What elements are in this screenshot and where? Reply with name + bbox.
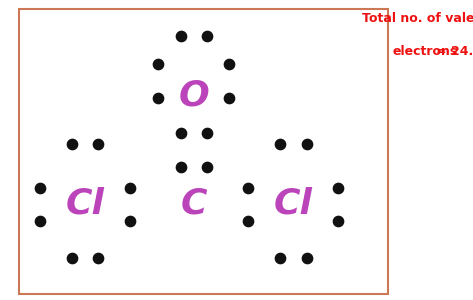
Point	[68, 256, 76, 260]
Text: = 24.: = 24.	[436, 45, 473, 58]
Point	[177, 34, 184, 38]
Point	[36, 218, 44, 223]
Text: O: O	[178, 79, 210, 113]
Point	[245, 218, 252, 223]
Point	[245, 185, 252, 190]
Point	[203, 34, 211, 38]
Point	[226, 95, 233, 100]
Point	[226, 62, 233, 67]
Point	[203, 131, 211, 136]
Point	[155, 62, 162, 67]
Point	[276, 256, 284, 260]
Point	[95, 142, 102, 146]
Text: Total no. of valence: Total no. of valence	[362, 12, 473, 25]
Point	[177, 131, 184, 136]
Point	[126, 218, 134, 223]
Point	[155, 95, 162, 100]
Point	[303, 256, 310, 260]
Text: electrons: electrons	[393, 45, 458, 58]
Point	[68, 142, 76, 146]
Point	[177, 164, 184, 169]
Point	[334, 218, 342, 223]
Point	[303, 142, 310, 146]
Point	[203, 164, 211, 169]
Point	[36, 185, 44, 190]
Text: C: C	[181, 187, 207, 221]
Point	[126, 185, 134, 190]
Text: Cl: Cl	[274, 187, 313, 221]
Point	[334, 185, 342, 190]
Point	[276, 142, 284, 146]
Point	[95, 256, 102, 260]
Bar	[19, 9, 388, 294]
Text: Cl: Cl	[66, 187, 105, 221]
